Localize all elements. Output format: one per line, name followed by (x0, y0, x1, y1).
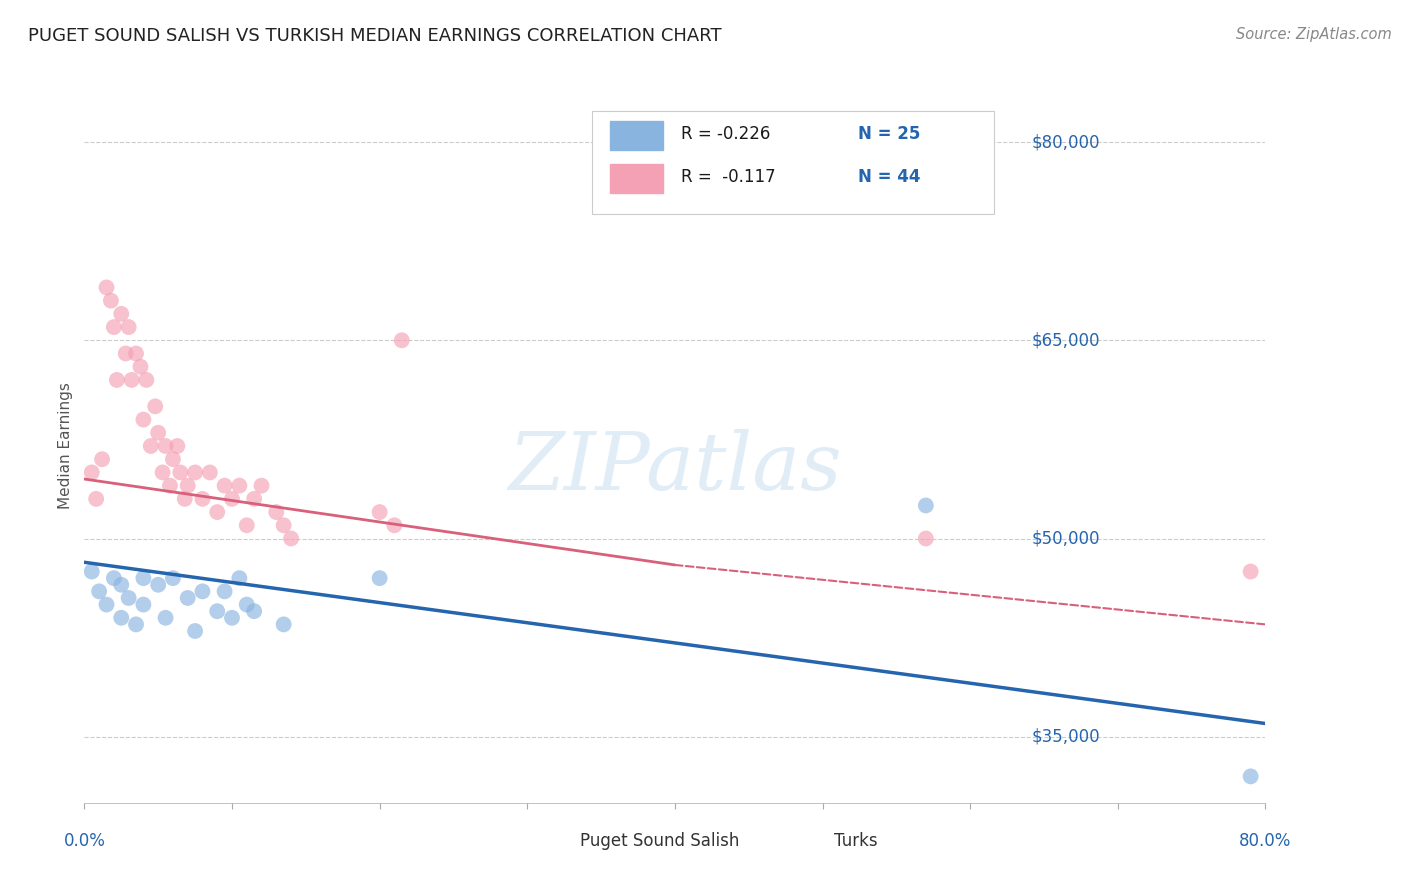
Point (125, 346, 148, 360)
Text: N = 44: N = 44 (858, 168, 921, 186)
Point (250, 478, 273, 492)
Point (121, 373, 143, 387)
Point (132, 598, 155, 612)
Text: Puget Sound Salish: Puget Sound Salish (581, 832, 740, 850)
Point (191, 584, 214, 599)
Point (80, 565, 103, 579)
Point (103, 571, 125, 585)
Point (80, 466, 103, 480)
Text: R =  -0.117: R = -0.117 (681, 168, 776, 186)
Point (100, 293, 122, 308)
Point (87, 584, 111, 599)
Point (214, 584, 236, 599)
Text: 80.0%: 80.0% (1239, 832, 1292, 850)
Point (129, 359, 152, 374)
Point (135, 373, 157, 387)
Point (214, 478, 236, 492)
Point (96, 280, 118, 294)
Point (169, 466, 191, 480)
Point (264, 505, 288, 519)
Point (205, 505, 228, 519)
Text: N = 25: N = 25 (858, 125, 921, 143)
Point (139, 439, 162, 453)
Point (96, 598, 118, 612)
Point (110, 307, 132, 321)
Point (243, 491, 266, 506)
Text: Source: ZipAtlas.com: Source: ZipAtlas.com (1236, 27, 1392, 42)
Point (235, 518, 259, 533)
Text: $80,000: $80,000 (1032, 133, 1099, 151)
Point (273, 518, 295, 533)
Point (110, 611, 132, 625)
Point (125, 617, 148, 632)
FancyBboxPatch shape (592, 111, 994, 214)
Point (148, 578, 170, 592)
Point (368, 505, 391, 519)
Text: R = -0.226: R = -0.226 (681, 125, 770, 143)
Point (914, 532, 936, 546)
Point (228, 478, 250, 492)
Point (132, 571, 155, 585)
Point (273, 617, 295, 632)
Point (118, 320, 141, 334)
Point (84, 491, 107, 506)
Text: 0.0%: 0.0% (63, 832, 105, 850)
FancyBboxPatch shape (522, 830, 568, 853)
Point (162, 452, 184, 467)
Point (152, 466, 174, 480)
Point (159, 478, 181, 492)
Point (177, 478, 200, 492)
Point (382, 518, 406, 533)
Point (368, 571, 391, 585)
Point (132, 412, 155, 426)
Text: $65,000: $65,000 (1032, 331, 1099, 350)
Point (114, 346, 136, 360)
Point (177, 591, 200, 605)
Point (105, 373, 128, 387)
Text: ZIPatlas: ZIPatlas (508, 429, 842, 506)
Y-axis label: Median Earnings: Median Earnings (58, 383, 73, 509)
Point (205, 604, 228, 618)
Point (184, 624, 207, 638)
Point (280, 532, 302, 546)
Point (391, 333, 413, 347)
Point (155, 611, 177, 625)
Point (184, 466, 207, 480)
Point (173, 491, 195, 506)
Point (110, 578, 132, 592)
Text: PUGET SOUND SALISH VS TURKISH MEDIAN EARNINGS CORRELATION CHART: PUGET SOUND SALISH VS TURKISH MEDIAN EAR… (28, 27, 721, 45)
FancyBboxPatch shape (610, 121, 664, 150)
Point (143, 400, 166, 414)
Point (103, 320, 125, 334)
Text: $35,000: $35,000 (1032, 728, 1099, 746)
Point (155, 439, 177, 453)
Point (914, 499, 936, 513)
FancyBboxPatch shape (610, 164, 664, 193)
Point (221, 491, 243, 506)
FancyBboxPatch shape (775, 830, 823, 853)
Point (228, 571, 250, 585)
Point (118, 591, 141, 605)
Point (1240, 565, 1263, 579)
Point (221, 611, 243, 625)
Point (198, 466, 221, 480)
Point (148, 425, 170, 440)
Point (91, 452, 114, 467)
Text: $50,000: $50,000 (1032, 530, 1099, 548)
Point (191, 491, 214, 506)
Point (166, 439, 188, 453)
Point (235, 598, 259, 612)
Point (162, 571, 184, 585)
Text: Turks: Turks (834, 832, 877, 850)
Point (243, 604, 266, 618)
Point (1240, 769, 1263, 783)
